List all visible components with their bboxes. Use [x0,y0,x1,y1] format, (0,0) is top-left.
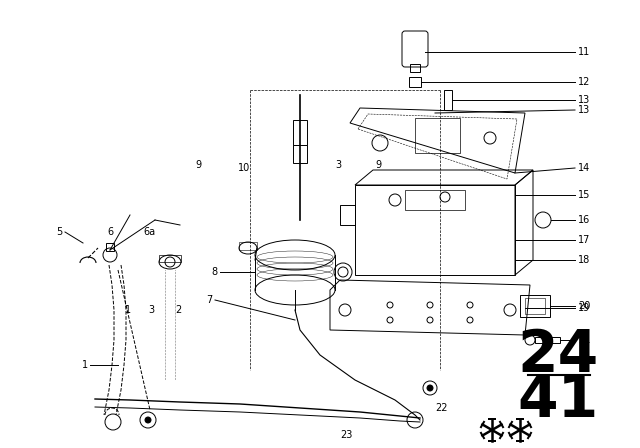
Text: 11: 11 [578,47,590,57]
Text: 20: 20 [578,301,590,311]
Text: 13: 13 [578,95,590,105]
Bar [405,190,465,210]
Text: 14: 14 [578,163,590,173]
Bar [525,298,545,314]
Bar [355,185,515,275]
Text: 13: 13 [578,105,590,115]
Text: 17: 17 [578,235,590,245]
Text: 5: 5 [56,227,62,237]
Circle shape [145,417,151,423]
Bar [293,120,307,145]
Bar [444,90,452,110]
Text: 6a: 6a [143,227,155,237]
Text: 8: 8 [212,267,218,277]
Text: 24: 24 [517,327,598,383]
Bar [159,255,181,262]
Bar [340,205,355,225]
Bar [535,337,560,343]
Bar [410,64,420,72]
Text: 1: 1 [125,305,131,315]
Text: 21: 21 [578,335,590,345]
Text: 1: 1 [82,360,88,370]
Bar [293,145,307,163]
Bar [106,243,114,251]
Text: 9: 9 [375,160,381,170]
Text: 6: 6 [107,227,113,237]
Bar [409,77,421,87]
Text: 23: 23 [340,430,353,440]
Circle shape [427,385,433,391]
Bar [520,295,550,317]
Text: 10: 10 [238,163,250,173]
Bar [239,242,257,250]
Text: 18: 18 [578,255,590,265]
Text: 16: 16 [578,215,590,225]
Text: 3: 3 [335,160,341,170]
Text: 15: 15 [578,190,590,200]
Text: 3: 3 [148,305,154,315]
Bar [415,118,460,153]
Text: 7: 7 [205,295,212,305]
Text: 19: 19 [578,302,590,313]
Text: 2: 2 [175,305,181,315]
Text: 22: 22 [435,403,447,413]
Text: 9: 9 [195,160,201,170]
Text: 41: 41 [517,371,598,428]
Text: 12: 12 [578,77,590,87]
